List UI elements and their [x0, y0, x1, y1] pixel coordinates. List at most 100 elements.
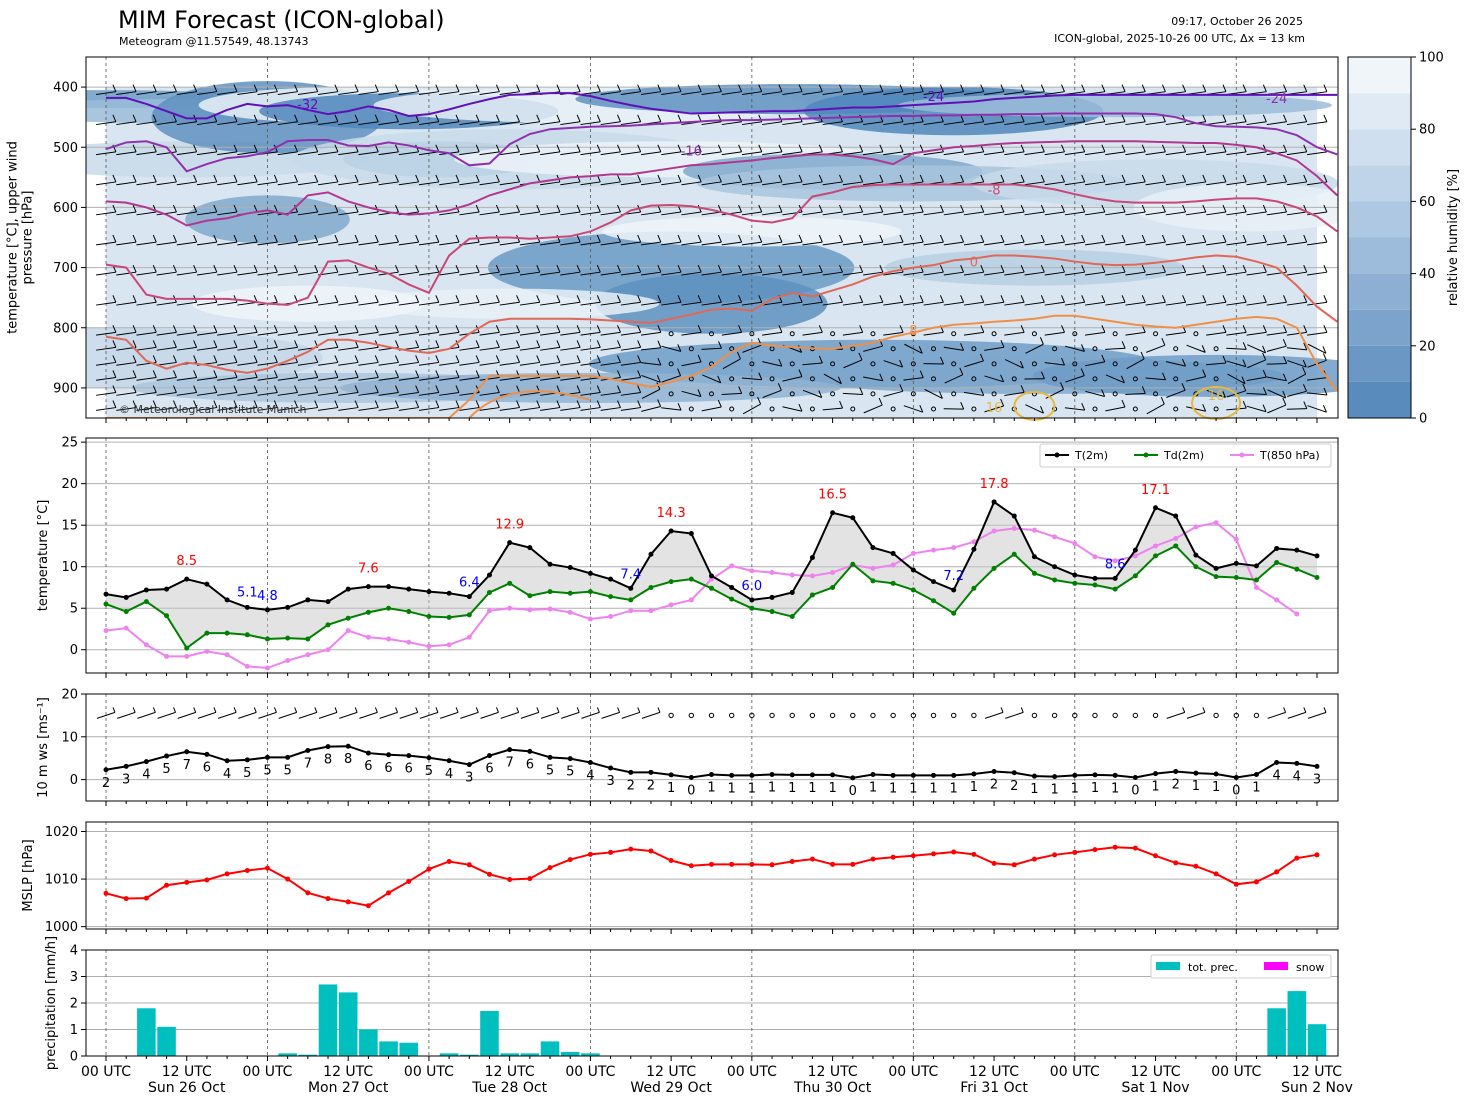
- series-point: [608, 594, 614, 600]
- wind-speed-label: 7: [506, 756, 514, 771]
- wind-barb: [640, 181, 661, 186]
- wind-barb: [1226, 331, 1247, 336]
- wind-barb: [1145, 301, 1166, 306]
- wind-barb-feather: [395, 264, 399, 273]
- wind-barb: [459, 211, 480, 216]
- wind-barb: [620, 376, 641, 381]
- wind-barb-feather: [617, 114, 621, 122]
- wind-barb: [418, 181, 439, 186]
- wind-barb-feather: [1201, 345, 1206, 353]
- wind-barb-feather: [334, 204, 339, 213]
- wind-barb: [196, 271, 217, 276]
- series-point: [789, 614, 795, 620]
- wind-barb: [782, 241, 803, 246]
- wind-barb-feather: [395, 114, 399, 122]
- wind-barb-feather: [334, 264, 339, 273]
- wind-barb: [1286, 347, 1307, 351]
- wind-barb: [479, 407, 500, 411]
- wind-barb-feather: [1242, 114, 1247, 122]
- wind-barb-feather: [294, 370, 299, 378]
- wind-barb: [741, 121, 762, 126]
- wind-barb: [1266, 181, 1287, 186]
- wind-barb-feather: [152, 84, 157, 92]
- wind-barb: [519, 211, 540, 216]
- calm-wind-marker: [890, 712, 896, 719]
- wind-barb-feather: [273, 204, 278, 213]
- series-point: [406, 609, 412, 615]
- wind-barb-feather: [1000, 707, 1004, 713]
- wind-barb: [217, 301, 238, 306]
- wind-barb: [318, 407, 338, 411]
- wind-barb: [802, 211, 823, 216]
- wind-barb: [1286, 301, 1307, 306]
- wind-barb: [1226, 121, 1247, 126]
- wind-barb: [1044, 301, 1065, 306]
- wind-barb: [418, 407, 439, 411]
- calm-wind-marker: [809, 712, 816, 719]
- series-point: [345, 628, 351, 634]
- wind-speed-label: 0: [1232, 783, 1240, 798]
- wind-barb: [741, 151, 762, 156]
- wind-barb: [580, 331, 601, 336]
- mslp-point: [991, 860, 997, 866]
- wind-barb-feather: [717, 264, 722, 273]
- wind-barb: [156, 151, 177, 156]
- wind-barb-feather: [253, 325, 258, 333]
- wind-barb: [1064, 91, 1085, 95]
- wind-barb: [460, 711, 479, 719]
- wind-barb: [459, 271, 480, 276]
- wind-barb: [96, 91, 116, 95]
- wind-barb-feather: [495, 264, 500, 273]
- wind-barb-feather: [859, 174, 864, 183]
- wind-speed-point: [123, 763, 129, 769]
- wind-barb: [217, 121, 238, 126]
- wind-speed-label: 1: [1030, 782, 1038, 797]
- wind-barb-feather: [213, 264, 218, 273]
- wind-barb-feather: [253, 114, 258, 122]
- wind-barb: [1024, 241, 1045, 246]
- wind-barb-feather: [1101, 264, 1106, 273]
- mslp-point: [971, 851, 977, 857]
- wind-barb-feather: [475, 174, 480, 183]
- wind-barb-feather: [455, 174, 460, 183]
- wind-barb-feather: [495, 174, 500, 183]
- wind-barb: [297, 407, 318, 411]
- wind-barb: [519, 331, 540, 336]
- wind-barb-feather: [435, 174, 440, 183]
- wind-barb: [419, 711, 439, 719]
- wind-barb-feather: [1141, 325, 1146, 333]
- wind-barb-feather: [899, 384, 904, 392]
- wind-barb: [439, 271, 460, 276]
- wind-barb-feather: [1081, 264, 1086, 273]
- wind-barb-feather: [132, 264, 137, 273]
- wind-barb: [176, 392, 197, 396]
- wind-barb-feather: [1202, 295, 1207, 303]
- wind-barb-feather: [112, 340, 117, 348]
- wind-speed-label: 1: [1091, 781, 1099, 796]
- wind-barb: [338, 331, 359, 336]
- wind-barb-feather: [839, 234, 843, 243]
- wind-barb-feather: [213, 340, 218, 348]
- wind-barb-feather: [193, 264, 198, 273]
- wind-barb-feather: [395, 144, 399, 153]
- colorbar-tick-label: 0: [1419, 412, 1427, 427]
- wind-barb-feather: [1222, 114, 1227, 122]
- calm-wind-marker: [749, 331, 755, 337]
- series-point: [749, 568, 755, 574]
- wind-barb: [903, 271, 924, 276]
- calm-wind-marker: [668, 391, 674, 397]
- wind-speed-point: [1173, 768, 1179, 774]
- series-point: [164, 586, 170, 592]
- wind-barb: [1267, 404, 1287, 414]
- mslp-point: [789, 858, 795, 864]
- wind-barb-feather: [475, 295, 480, 303]
- wind-barb-feather: [132, 144, 137, 153]
- wind-barb-feather: [253, 144, 258, 153]
- mslp-point: [648, 848, 654, 854]
- wind-barb-feather: [273, 355, 278, 363]
- wind-barb-feather: [778, 325, 783, 333]
- wind-barb-feather: [818, 355, 823, 364]
- calm-wind-marker: [1011, 346, 1017, 352]
- wind-barb-feather: [374, 234, 379, 243]
- wind-barb-feather: [193, 707, 197, 713]
